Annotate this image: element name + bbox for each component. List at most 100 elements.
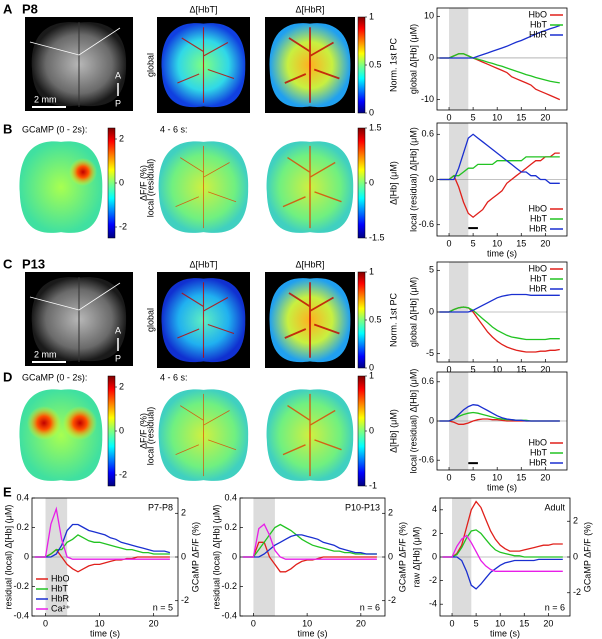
- y-tick-label: -0.2: [221, 581, 237, 591]
- annotation: n = 6: [360, 602, 380, 612]
- colorbar-tick-label: 0: [369, 107, 374, 117]
- x-tick-label: 0: [447, 238, 452, 248]
- gcamp-spot: [63, 406, 97, 440]
- vessel: [284, 27, 340, 103]
- x-tick-label: 20: [540, 472, 550, 482]
- row-label: local (residual): [145, 159, 155, 218]
- y-axis-label: raw Δ[Hb] (μM): [411, 527, 421, 588]
- y-tick-label: 0: [429, 52, 434, 62]
- x-tick-label: 15: [516, 238, 526, 248]
- vessel: [177, 282, 235, 358]
- series-line: [242, 534, 377, 558]
- x-tick-label: 20: [540, 238, 550, 248]
- series-line: [442, 529, 563, 558]
- colorbar-label: ΔF/F (%): [138, 165, 148, 201]
- map-title: Δ[HbT]: [189, 4, 217, 14]
- series-line: [439, 306, 560, 341]
- y-tick-label: 0.2: [224, 522, 237, 532]
- orientation-bottom: P: [115, 353, 121, 363]
- y2-tick-label: 0: [181, 551, 186, 561]
- map-title: Δ[HbT]: [189, 259, 217, 269]
- y-tick-label: 0: [429, 174, 434, 184]
- panel-label: A: [3, 1, 13, 16]
- colorbar-label: Δ[Hb] (μM): [388, 409, 398, 453]
- gcamp-title: GCaMP (0 - 2s):: [22, 372, 87, 382]
- scale-bar-label: 2 mm: [34, 349, 57, 359]
- legend-label: HbO: [528, 203, 547, 213]
- x-tick-label: 5: [471, 472, 476, 482]
- colorbar-label: Δ[Hb] (μM): [388, 161, 398, 205]
- y-tick-label: 0.6: [421, 376, 434, 386]
- map-title: Δ[HbR]: [295, 259, 324, 269]
- y2-axis-label: GCaMP ΔF/F (%): [582, 522, 592, 592]
- colorbar-tick-label: 0: [369, 425, 374, 435]
- x-tick-label: 5: [474, 618, 479, 628]
- y-axis-label: residual (local) Δ[Hb] (μM): [211, 505, 221, 610]
- x-tick-label: 20: [543, 618, 553, 628]
- panel-label: B: [3, 121, 12, 136]
- y-tick-label: 0.2: [16, 522, 29, 532]
- gcamp-title: GCaMP (0 - 2s):: [22, 124, 87, 134]
- gcamp-spot: [27, 406, 61, 440]
- colorbar-tick-label: 0.5: [369, 59, 382, 69]
- series-line: [439, 24, 561, 59]
- y-tick-label: 2: [432, 528, 437, 538]
- stimulus-shade: [449, 8, 469, 110]
- y-tick-label: 10: [424, 11, 434, 21]
- y-tick-label: 0: [432, 551, 437, 561]
- y2-axis-label: GCaMP ΔF/F (%): [190, 522, 200, 592]
- series-line: [442, 534, 563, 572]
- colorbar-tick-label: 2: [119, 381, 124, 391]
- x-tick-label: 20: [356, 618, 366, 628]
- y-tick-label: 4: [432, 504, 437, 514]
- y-axis-label: local (residual) Δ[Hb] (μM): [408, 127, 418, 232]
- colorbar: [107, 127, 116, 239]
- series-line: [34, 506, 170, 560]
- axes-frame: [439, 497, 571, 617]
- window-outline: [29, 27, 121, 56]
- orientation-top: A: [115, 70, 121, 80]
- x-tick-label: 0: [447, 472, 452, 482]
- legend-label: HbR: [529, 29, 548, 39]
- x-tick-label: 20: [540, 112, 550, 122]
- x-tick-label: 10: [492, 364, 502, 374]
- colorbar-tick-label: 0: [119, 177, 124, 187]
- axes-frame: [436, 7, 568, 111]
- annotation: n = 6: [545, 602, 565, 612]
- series-line: [439, 53, 560, 84]
- series-line: [34, 548, 170, 573]
- colorbar-tick-label: 0: [119, 425, 124, 435]
- legend-label: HbO: [528, 9, 547, 19]
- vessel: [282, 393, 342, 477]
- x-tick-label: 10: [95, 618, 105, 628]
- legend-label: HbT: [51, 583, 69, 593]
- y-tick-label: -4: [429, 599, 437, 609]
- x-tick-label: 10: [492, 112, 502, 122]
- row-label: local (residual): [145, 407, 155, 466]
- y2-tick-label: -2: [181, 595, 189, 605]
- x-tick-label: 5: [471, 112, 476, 122]
- legend-label: HbO: [51, 573, 70, 583]
- colorbar: [107, 375, 116, 487]
- y-tick-label: -0.4: [13, 610, 29, 620]
- x-tick-label: 10: [492, 238, 502, 248]
- colorbar-label: Norm. 1st PC: [388, 37, 398, 92]
- colorbar-tick-label: -1: [369, 480, 377, 490]
- y-axis-label: global Δ[Hb] (μM): [408, 24, 418, 94]
- x-tick-label: 0: [450, 618, 455, 628]
- colorbar-tick-label: -1.5: [369, 232, 385, 242]
- x-tick-label: 10: [495, 618, 505, 628]
- series-line: [34, 534, 170, 558]
- legend-label: HbR: [529, 457, 548, 467]
- chart-title: P10-P13: [345, 502, 380, 512]
- chart-title: Adult: [544, 502, 565, 512]
- y-tick-label: 0.4: [224, 492, 237, 502]
- series-line: [439, 133, 560, 184]
- y-tick-label: 0: [429, 415, 434, 425]
- colorbar-tick-label: 1: [369, 266, 374, 276]
- colorbar-tick-label: 1: [369, 370, 374, 380]
- colorbar-label: ΔF/F (%): [138, 413, 148, 449]
- y-tick-label: 0.6: [421, 129, 434, 139]
- legend-label: HbR: [529, 223, 548, 233]
